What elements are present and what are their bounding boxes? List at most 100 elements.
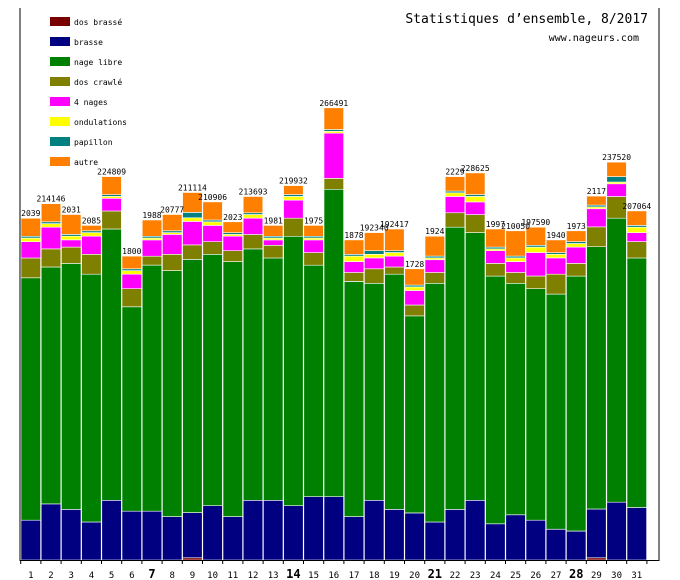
bar-segment-brasse-day-6 (121, 510, 142, 561)
legend-swatch (50, 57, 70, 66)
bar-total-label: 192417 (380, 220, 409, 229)
x-tick-label: 19 (389, 571, 400, 580)
bar-segment-dos-crawl--day-23 (465, 214, 486, 233)
bar-segment-4-nages-day-29 (586, 208, 607, 228)
bar-segment-4-nages-day-19 (384, 255, 405, 268)
legend-label: dos crawlé (74, 77, 122, 87)
bar-segment-nage-libre-day-31 (626, 257, 647, 508)
x-tick-label: 9 (190, 571, 195, 580)
legend-swatch (50, 77, 70, 86)
x-tick-label: 8 (169, 571, 174, 580)
bar-segment-ondulations-day-31 (626, 226, 647, 233)
bar-segment-brasse-day-1 (20, 519, 41, 561)
chart-axes (19, 8, 660, 564)
legend-label: papillon (74, 138, 113, 147)
bar-segment-dos-crawl--day-9 (182, 244, 203, 260)
bar-total-label: 2085 (82, 216, 101, 225)
bar-segment-autre-day-21 (424, 235, 445, 257)
bar-segment-dos-crawl--day-7 (141, 255, 163, 266)
bar-segment-4-nages-day-3 (61, 239, 82, 248)
legend-label: 4 nages (74, 98, 108, 107)
bar-segment-nage-libre-day-13 (263, 257, 284, 501)
bar-segment-4-nages-day-25 (505, 261, 526, 273)
bar-segment-ondulations-day-9 (182, 217, 203, 222)
legend-label: autre (74, 158, 98, 167)
x-tick-label: 16 (328, 571, 339, 580)
legend-label: nage libre (74, 58, 122, 67)
bar-segment-nage-libre-day-4 (81, 273, 102, 523)
bar-segment-dos-crawl--day-20 (404, 304, 425, 317)
bar-total-label: 192340 (360, 224, 389, 233)
bar-total-label: 1973 (567, 222, 586, 231)
bar-segment-autre-day-31 (626, 210, 647, 226)
bar-segment-autre-day-3 (61, 214, 82, 235)
bar-segment-ondulations-day-3 (61, 235, 82, 241)
bar-segment-ondulations-day-18 (364, 254, 385, 259)
bar-total-label: 213693 (239, 188, 268, 197)
bar-segment-brasse-day-11 (222, 516, 243, 561)
bar-segment-dos-crawl--day-2 (40, 248, 62, 268)
bar-total-label: 2023 (223, 213, 242, 222)
x-tick-label: 17 (349, 571, 360, 580)
bar-segment-ondulations-day-2 (40, 223, 62, 228)
bar-segment-ondulations-day-17 (343, 255, 365, 262)
bar-total-label: 228625 (461, 164, 490, 173)
bar-total-label: 2117 (587, 187, 606, 196)
bar-segment-ondulations-day-12 (242, 214, 264, 219)
bar-segment-autre-day-11 (222, 221, 243, 234)
bar-segment-autre-day-15 (303, 225, 324, 237)
bar-segment-4-nages-day-12 (242, 217, 264, 235)
bar-segment-ondulations-day-13 (263, 237, 284, 241)
bar-segment-dos-brass--day-9 (182, 557, 203, 561)
bar-segment-autre-day-12 (242, 196, 264, 214)
bar-total-label: 1728 (405, 260, 424, 269)
bar-segment-nage-libre-day-9 (182, 259, 203, 513)
bar-segment-dos-crawl--day-10 (202, 241, 223, 255)
bar-segment-nage-libre-day-8 (162, 270, 183, 517)
bar-segment-nage-libre-day-12 (242, 248, 264, 501)
x-tick-label: 1 (28, 571, 33, 580)
bar-segment-autre-day-27 (545, 239, 567, 253)
legend: dos brassé brasse nage libre dos crawlé 4 na… (50, 17, 127, 167)
bar-segment-brasse-day-16 (323, 496, 344, 561)
bar-total-label: 224809 (97, 168, 126, 177)
bar-segment-brasse-day-24 (485, 523, 506, 561)
x-tick-label: 24 (490, 571, 501, 580)
bar-segment-nage-libre-day-1 (20, 277, 41, 521)
bar-segment-dos-brass--day-29 (586, 557, 607, 561)
bar-segment-nage-libre-day-18 (364, 282, 385, 501)
bar-segment-dos-crawl--day-14 (283, 217, 304, 237)
x-tick-label: 20 (409, 571, 420, 580)
bar-segment-brasse-day-12 (242, 499, 264, 561)
x-tick-label: 14 (286, 567, 300, 580)
legend-label: ondulations (74, 118, 127, 127)
bar-segment-4-nages-day-11 (222, 235, 243, 251)
bar-segment-4-nages-day-20 (404, 290, 425, 306)
bar-segment-dos-crawl--day-25 (505, 272, 526, 284)
x-tick-label: 30 (611, 571, 622, 580)
bar-segment-autre-day-23 (465, 172, 486, 195)
bar-segment-nage-libre-day-28 (566, 275, 587, 532)
bar-total-label: 2229 (445, 168, 464, 177)
bar-segment-4-nages-day-24 (485, 250, 506, 264)
bar-total-label: 210050 (501, 222, 530, 231)
bar-segment-brasse-day-17 (343, 516, 365, 561)
bar-segment-4-nages-day-26 (525, 252, 546, 277)
bar-segment-4-nages-day-31 (626, 232, 647, 242)
x-tick-label: 2 (48, 571, 53, 580)
bar-segment-brasse-day-4 (81, 521, 102, 561)
bar-segment-autre-day-6 (121, 255, 142, 270)
bar-segment-4-nages-day-4 (81, 235, 102, 255)
bar-segment-4-nages-day-6 (121, 273, 142, 290)
x-tick-label: 23 (470, 571, 481, 580)
bar-segment-autre-day-30 (606, 161, 627, 177)
bar-segment-nage-libre-day-5 (101, 228, 122, 501)
bar-segment-dos-crawl--day-13 (263, 245, 284, 259)
bar-segment-nage-libre-day-14 (283, 235, 304, 506)
bar-segment-nage-libre-day-2 (40, 266, 62, 505)
bar-segment-dos-crawl--day-19 (384, 266, 405, 275)
bar-segment-autre-day-20 (404, 268, 425, 286)
bar-segment-4-nages-day-23 (465, 201, 486, 215)
bar-segment-ondulations-day-7 (141, 237, 163, 241)
bar-segment-dos-crawl--day-28 (566, 263, 587, 277)
